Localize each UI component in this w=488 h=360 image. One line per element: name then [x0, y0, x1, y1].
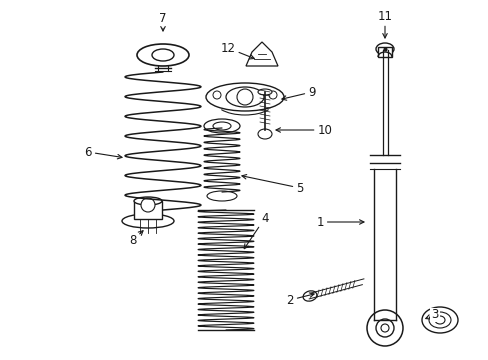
Ellipse shape	[258, 129, 271, 139]
Ellipse shape	[205, 83, 284, 111]
Circle shape	[375, 319, 393, 337]
Text: 5: 5	[242, 175, 303, 194]
Circle shape	[237, 89, 252, 105]
Ellipse shape	[213, 122, 230, 130]
Ellipse shape	[428, 312, 450, 328]
Text: 9: 9	[282, 86, 315, 100]
Ellipse shape	[225, 87, 264, 107]
Circle shape	[141, 198, 155, 212]
Ellipse shape	[375, 43, 393, 55]
Ellipse shape	[122, 214, 174, 228]
Text: 1: 1	[316, 216, 363, 229]
Text: 10: 10	[275, 123, 332, 136]
Circle shape	[366, 310, 402, 346]
Circle shape	[213, 91, 221, 99]
FancyBboxPatch shape	[134, 201, 162, 219]
Text: 11: 11	[377, 9, 392, 38]
Text: 12: 12	[220, 41, 254, 59]
Ellipse shape	[434, 316, 444, 324]
Circle shape	[380, 324, 388, 332]
Polygon shape	[245, 42, 278, 66]
Ellipse shape	[203, 119, 240, 133]
Ellipse shape	[206, 191, 237, 201]
Text: 4: 4	[244, 212, 268, 249]
Ellipse shape	[134, 197, 162, 205]
Text: 3: 3	[425, 309, 438, 321]
Text: 2: 2	[285, 293, 313, 306]
Circle shape	[268, 91, 276, 99]
Text: 6: 6	[84, 145, 122, 159]
Ellipse shape	[421, 307, 457, 333]
Ellipse shape	[258, 89, 271, 95]
FancyBboxPatch shape	[377, 47, 391, 57]
Text: 8: 8	[129, 231, 143, 247]
Text: 7: 7	[159, 12, 166, 31]
Ellipse shape	[303, 291, 316, 301]
